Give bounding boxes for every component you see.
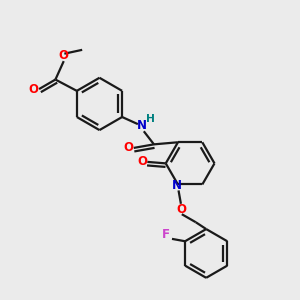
Text: O: O (29, 83, 39, 96)
Text: N: N (172, 178, 182, 192)
Text: O: O (137, 155, 147, 168)
Text: F: F (162, 228, 170, 241)
Text: H: H (146, 114, 155, 124)
Text: O: O (176, 203, 187, 216)
Text: N: N (136, 119, 146, 132)
Text: O: O (123, 141, 134, 154)
Text: O: O (59, 49, 69, 62)
